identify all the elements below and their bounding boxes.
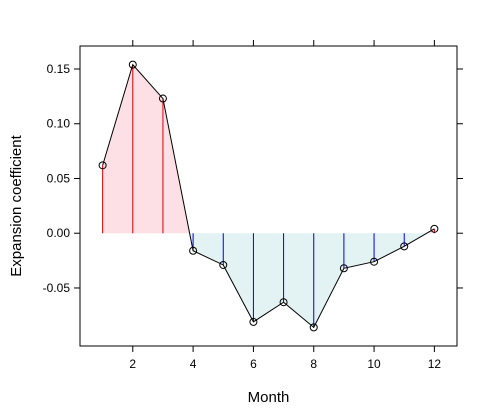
positive-area-fill [102, 64, 435, 234]
series-line-group [102, 63, 435, 329]
data-point-11 [400, 242, 409, 251]
negative-area-fill [102, 233, 435, 328]
plot-frame [79, 45, 458, 347]
x-tick-label-2: 2 [129, 357, 136, 371]
x-tick-label-4: 4 [190, 357, 197, 371]
area-fills [102, 64, 435, 328]
y-tick-label-2: 0.05 [47, 171, 71, 185]
data-point-5 [219, 260, 228, 269]
series-line [102, 63, 435, 329]
data-point-7 [279, 298, 288, 307]
y-tick-label-4: -0.05 [43, 281, 71, 295]
x-tick-label-6: 6 [250, 357, 257, 371]
x-axis-ticks: 2 4 6 8 10 12 [129, 40, 441, 371]
x-tick-label-8: 8 [310, 357, 317, 371]
data-point-8 [309, 323, 318, 332]
data-point-4 [189, 246, 198, 255]
data-point-12 [430, 224, 439, 233]
data-point-1 [98, 161, 107, 170]
data-point-6 [249, 317, 258, 326]
y-axis-ticks: 0.15 0.10 0.05 0.00 -0.05 [43, 62, 463, 295]
x-tick-label-10: 10 [367, 357, 381, 371]
x-axis-title: Month [248, 389, 290, 406]
data-point-10 [370, 257, 379, 266]
data-point-2 [128, 60, 137, 69]
x-tick-label-12: 12 [428, 357, 442, 371]
data-point-markers [98, 60, 439, 332]
data-point-3 [158, 94, 167, 103]
y-tick-label-0: 0.15 [47, 62, 71, 76]
y-axis-title: Expansion coefficient [8, 134, 25, 276]
y-tick-label-1: 0.10 [47, 117, 71, 131]
y-tick-label-3: 0.00 [47, 226, 71, 240]
plot-frame-group [79, 45, 458, 347]
data-point-9 [339, 264, 348, 273]
